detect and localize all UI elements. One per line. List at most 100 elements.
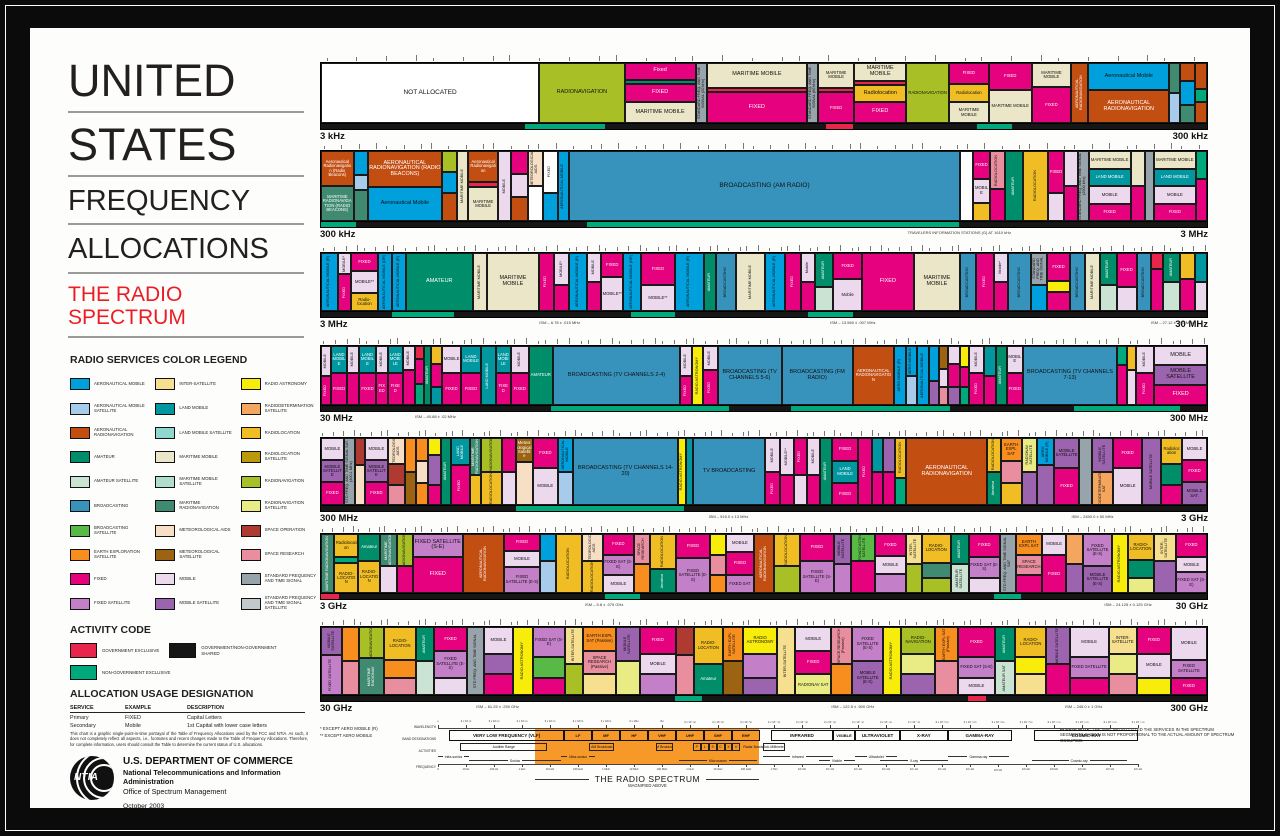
frequency-tick-label: 10 MHz — [629, 768, 639, 771]
allocation-label: FIXED SAT (S-E) — [960, 664, 993, 669]
tick-mark — [506, 340, 508, 344]
allocation-block — [743, 653, 777, 678]
allocation-block: FIXED SAT (S-E) — [533, 627, 565, 657]
tick-mark — [980, 619, 982, 625]
allocation-label: MOBILE SATELLITE — [1055, 447, 1078, 458]
baseline-segment — [338, 594, 605, 599]
tick-mark — [1007, 620, 1009, 625]
allocation-column: AMATEUR — [441, 438, 451, 505]
legend-swatch — [155, 573, 176, 586]
wavelength-tick — [438, 725, 439, 728]
tick-mark — [673, 340, 675, 344]
allocation-block: FIXED — [330, 372, 348, 405]
tick-mark — [710, 246, 712, 251]
tick-mark — [803, 527, 805, 532]
tick-mark — [777, 526, 779, 532]
tick-mark — [656, 433, 658, 436]
tick-mark — [334, 340, 336, 344]
allocation-block — [379, 566, 397, 593]
baseline-segment — [958, 222, 1207, 227]
allocation-block: MOBILE — [602, 575, 634, 593]
allocation-block: BROADCASTING (TV CHANNELS 7-13) — [1023, 346, 1117, 405]
allocation-block: AERONAUTICAL MOBILE (R) — [392, 253, 406, 311]
allocation-block: MOBILE — [510, 346, 529, 373]
allocation-column: FIXED — [858, 438, 872, 505]
tick-mark — [462, 57, 464, 61]
band-start-label: 3 GHz — [320, 601, 347, 612]
allocation-block: AMATEUR — [1099, 253, 1117, 285]
allocation-block: MARITIME MOBILE — [1153, 151, 1196, 169]
tick-mark — [1170, 248, 1172, 251]
tick-mark — [669, 246, 671, 251]
allocation-label: AERONAUTICAL MOBILE — [919, 353, 924, 398]
allocation-block: FIXED — [321, 375, 331, 405]
tick-mark — [510, 622, 512, 625]
allocation-column: RADIO ASTRONOMY — [678, 438, 686, 505]
allocation-block: FIXED — [1088, 203, 1131, 221]
allocation-block — [906, 375, 917, 405]
tick-mark — [486, 248, 488, 251]
tick-mark — [513, 339, 515, 344]
frequency-tick — [914, 764, 915, 767]
tick-mark — [539, 529, 541, 532]
allocation-block: MOBILE — [402, 346, 415, 370]
tick-mark — [940, 247, 942, 251]
allocation-block — [1194, 89, 1208, 103]
allocation-label: FIXED — [686, 542, 700, 548]
allocation-column: MOBILE* — [554, 253, 569, 311]
frequency-tick — [970, 764, 971, 767]
allocation-block — [800, 282, 816, 311]
allocation-label: MOBILE — [590, 260, 595, 275]
allocation-block: AMATEUR — [950, 534, 969, 564]
activity-baseline — [320, 124, 1208, 130]
tick-mark — [1041, 55, 1043, 61]
tick-mark — [662, 144, 664, 149]
allocation-label: MOBILE — [490, 637, 507, 643]
tick-mark — [683, 430, 685, 436]
allocation-block: AERO MOBILE (R) — [1036, 438, 1055, 466]
allocation-column: AERO MOBILE — [906, 346, 917, 405]
tick-mark — [731, 622, 733, 625]
allocation-label: FIXED — [748, 103, 765, 110]
allocation-column: Mobile — [800, 253, 816, 311]
allocation-block: FIXED — [351, 253, 378, 271]
scale-arrow: Microwaves — [678, 757, 758, 764]
tick-mark — [370, 432, 372, 436]
usage-header-row: SERVICE EXAMPLE DESCRIPTION — [70, 705, 305, 713]
allocation-label: FIXED SATELLITE (E-S) — [1086, 542, 1109, 557]
allocation-block: MOBILE SATELLITE — [833, 534, 851, 564]
allocation-block: MOBILE SATELLITE — [1092, 438, 1114, 472]
allocation-block: MARITIME MOBILE — [1031, 63, 1072, 88]
tick-mark — [926, 621, 928, 625]
allocation-label: MOBILE — [707, 350, 712, 366]
frequency-tick — [802, 764, 803, 767]
legend-item: MARITIME RADIONAVIGATION — [155, 494, 234, 518]
allocation-block: BROADCASTING (AM RADIO) — [568, 151, 961, 221]
allocation-label: AMATEUR — [706, 272, 711, 292]
tick-mark — [888, 621, 890, 625]
tick-mark — [457, 247, 459, 251]
band-bar: AERONAUTICAL MOBILE (R) MOBILE* FIXED FIXED… — [320, 252, 1208, 312]
allocation-label: FIXED — [1185, 542, 1198, 548]
tick-mark — [1000, 341, 1002, 344]
allocation-label: MOBILE** — [783, 447, 788, 465]
allocation-block — [634, 563, 650, 593]
tick-mark — [840, 433, 842, 436]
tick-mark — [343, 431, 345, 436]
legend-label: AMATEUR SATELLITE — [94, 478, 139, 484]
allocation-block: FIXED — [785, 253, 801, 311]
tick-mark — [617, 528, 619, 532]
tick-mark — [456, 526, 458, 532]
tick-mark — [358, 144, 360, 149]
legend-item: INTER-SATELLITE — [155, 372, 234, 396]
tick-mark — [537, 619, 539, 625]
tick-mark — [689, 528, 691, 532]
band-start-label: 300 MHz — [320, 513, 359, 524]
tick-mark — [953, 622, 955, 625]
tick-mark — [570, 529, 572, 532]
allocation-block — [484, 674, 513, 695]
allocation-block — [442, 172, 458, 194]
scale-arrow: Infrared — [762, 753, 833, 760]
tick-mark — [656, 622, 658, 625]
allocation-label: MOBILE — [1142, 352, 1147, 367]
